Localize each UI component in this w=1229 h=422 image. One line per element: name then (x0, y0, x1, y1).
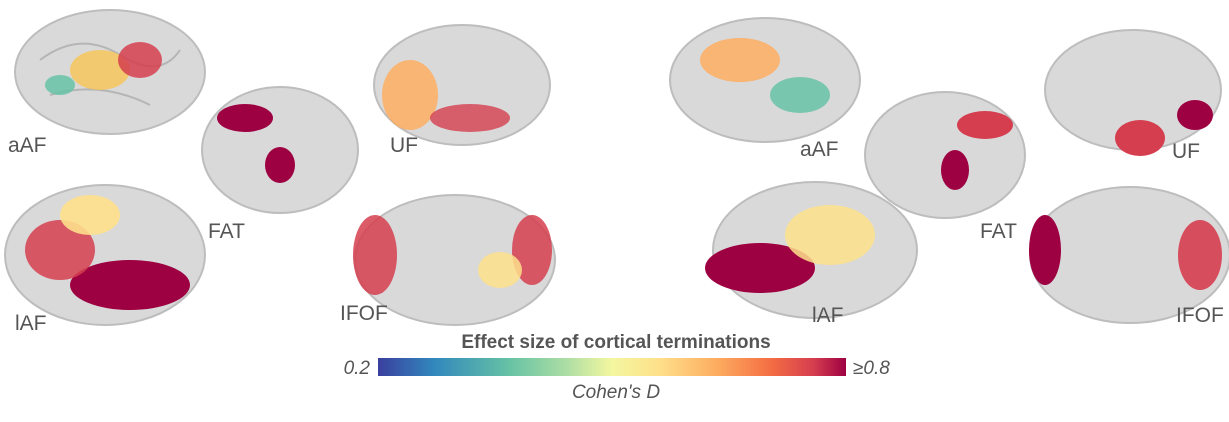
tract-label: lAF (812, 304, 844, 327)
blob (353, 215, 397, 295)
colorbar-min: 0.2 (344, 358, 371, 379)
blob (957, 111, 1013, 139)
colorbar-max: ≥0.8 (853, 358, 890, 379)
figure: aAF FAT UF lAF IFOF aAF FAT UF lAF IFOF … (0, 0, 1229, 422)
tract-label: IFOF (340, 302, 388, 325)
blob (265, 147, 295, 183)
tract-label: FAT (208, 220, 245, 243)
tract-label: FAT (980, 220, 1017, 243)
blob (1115, 120, 1165, 156)
brain (670, 18, 860, 142)
brains (5, 10, 1229, 325)
blob (60, 195, 120, 235)
blob (118, 42, 162, 78)
colorbar-title: Effect size of cortical terminations (461, 332, 770, 353)
blob (45, 75, 75, 95)
blob (770, 77, 830, 113)
blob (1029, 215, 1061, 285)
blob (478, 252, 522, 288)
brain (865, 92, 1025, 218)
tract-label: lAF (15, 312, 47, 335)
tract-label: aAF (8, 134, 47, 157)
blob (1178, 220, 1222, 290)
blob (382, 60, 438, 130)
blob (941, 150, 969, 190)
tract-label: UF (1172, 140, 1200, 163)
blob (700, 38, 780, 82)
blob (785, 205, 875, 265)
blob (430, 104, 510, 132)
blob (1177, 100, 1213, 130)
blob (217, 104, 273, 132)
tract-label: aAF (800, 138, 839, 161)
colorbar-axis-label: Cohen's D (572, 382, 660, 403)
colorbar: Effect size of cortical terminations 0.2… (344, 332, 891, 403)
colorbar-gradient (378, 358, 846, 376)
tract-label: IFOF (1176, 304, 1224, 327)
tract-label: UF (390, 134, 418, 157)
